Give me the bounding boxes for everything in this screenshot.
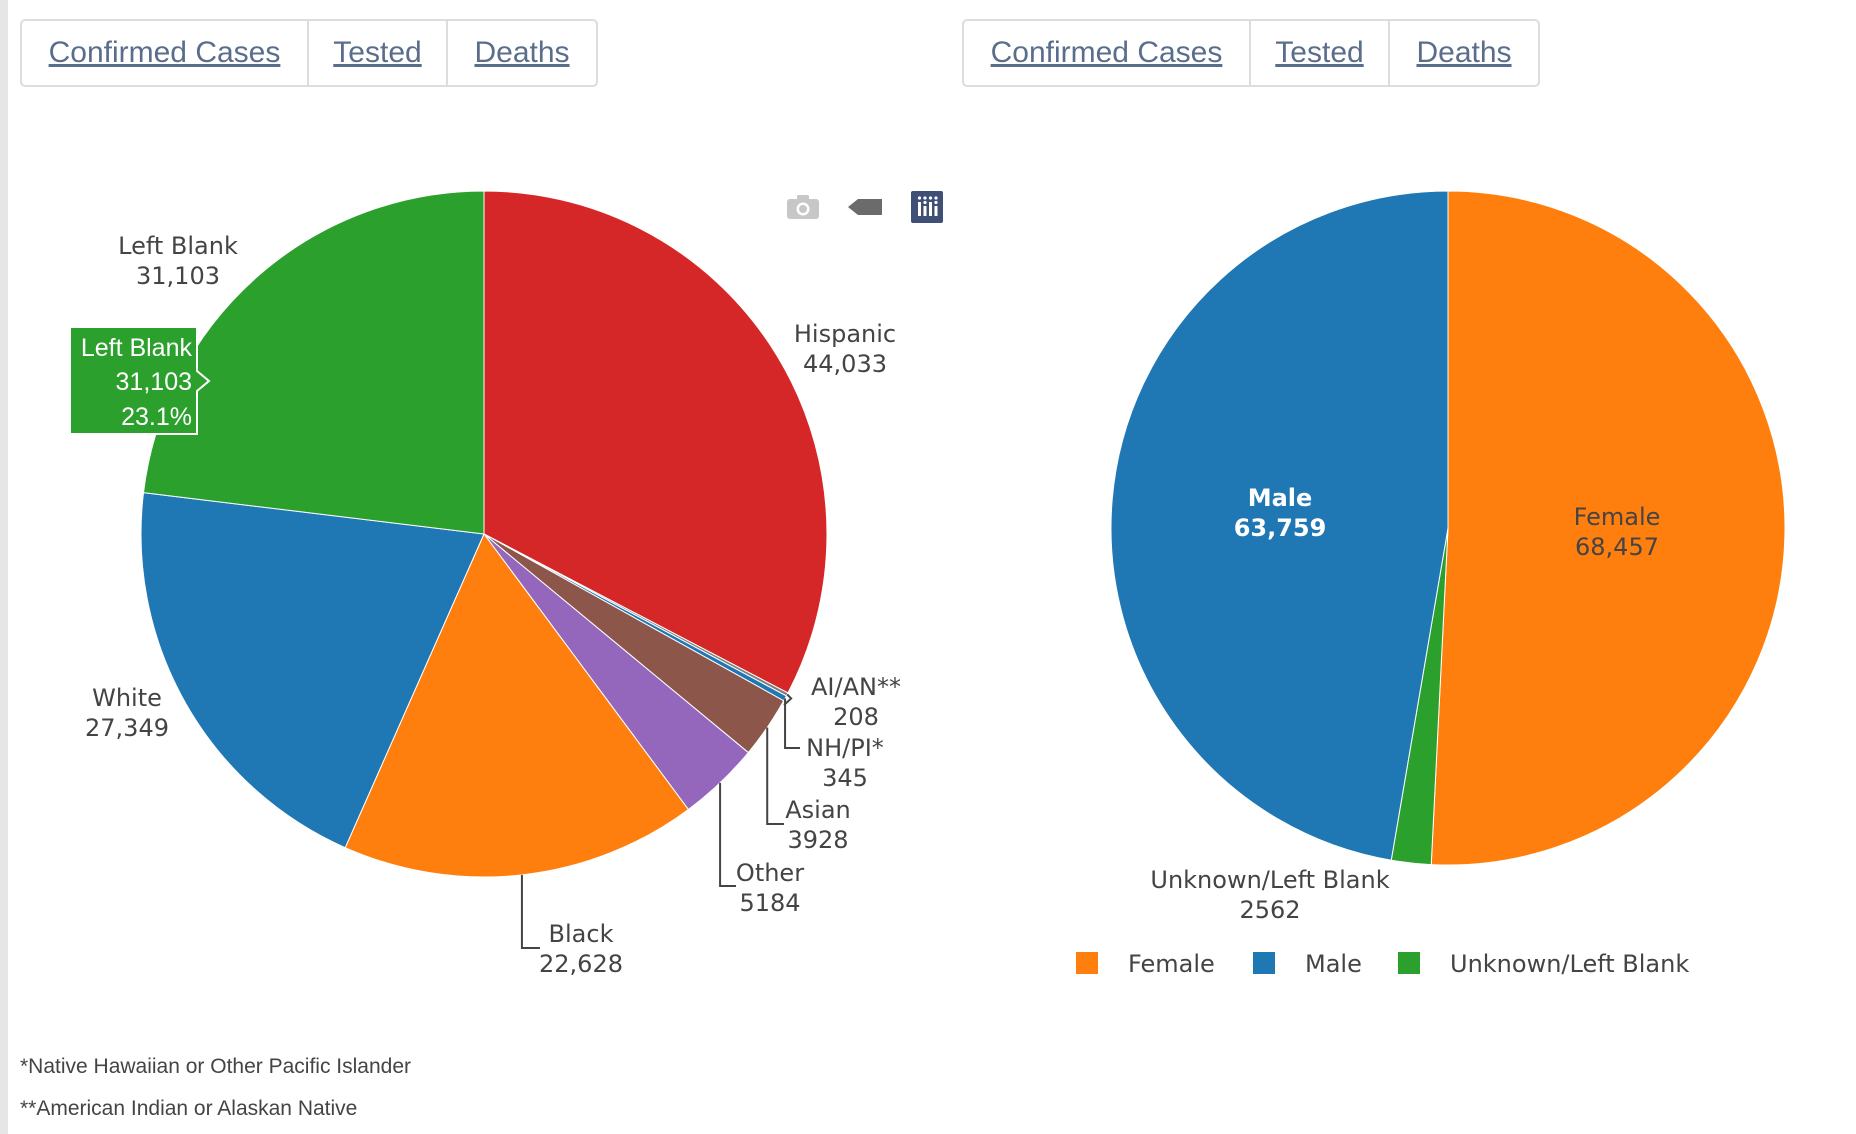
race-leader-other [719, 782, 736, 887]
hover-tooltip-text: Left Blank 31,103 23.1% [81, 334, 193, 431]
sex-label-unknown-left-blank: Unknown/Left Blank 2562 [1150, 866, 1389, 924]
race-label-asian: Asian 3928 [785, 796, 851, 854]
sex-pie [1110, 190, 1786, 866]
race-leader-black [520, 874, 540, 949]
tab-confirmed-cases-left[interactable]: Confirmed Cases [48, 36, 281, 69]
legend-label-female[interactable]: Female [1128, 950, 1215, 978]
race-label-black: Black 22,628 [539, 920, 623, 978]
legend-swatch-female[interactable] [1076, 952, 1098, 974]
tab-tested-left[interactable]: Tested [307, 21, 446, 85]
sex-pie-labels: Female 68,457 Unknown/Left Blank 2562 Male 63… [1150, 484, 1660, 924]
footnote-nhpi: *Native Hawaiian or Other Pacific Island… [20, 1055, 412, 1078]
race-label-hispanic: Hispanic 44,033 [794, 320, 896, 378]
sex-pie-legend: Female Male Unknown/Left Blank [1076, 950, 1689, 978]
tabs-right: Confirmed Cases Tested Deaths [962, 19, 1540, 87]
plotly-logo-icon[interactable] [908, 188, 946, 226]
race-pie [140, 190, 828, 878]
race-slice-white[interactable] [140, 492, 485, 849]
chart-modebar [784, 188, 946, 226]
tab-confirmed-cases-right[interactable]: Confirmed Cases [990, 36, 1223, 69]
hover-tooltip: Left Blank 31,103 23.1% [69, 326, 211, 435]
legend-swatch-male[interactable] [1253, 952, 1275, 974]
tag-icon[interactable] [846, 188, 884, 226]
race-label-ai-an: AI/AN** 208 [811, 673, 901, 731]
race-slice-black[interactable] [344, 533, 690, 878]
sex-slice-female[interactable] [1430, 190, 1786, 866]
tab-tested-right[interactable]: Tested [1249, 21, 1388, 85]
hover-tooltip-box [69, 326, 211, 435]
camera-icon[interactable] [784, 188, 822, 226]
sex-label-female: Female 68,457 [1574, 503, 1661, 561]
tabs-left: Confirmed Cases Tested Deaths [20, 19, 598, 87]
race-label-white: White 27,349 [85, 684, 169, 742]
legend-label-unknown-left-blank[interactable]: Unknown/Left Blank [1450, 950, 1689, 978]
legend-label-male[interactable]: Male [1305, 950, 1362, 978]
tab-deaths-right[interactable]: Deaths [1388, 21, 1538, 85]
page-left-edge [0, 0, 8, 1134]
footnote-aian: **American Indian or Alaskan Native [20, 1097, 358, 1120]
race-label-nh-pi: NH/PI* 345 [806, 734, 884, 792]
tab-deaths-left[interactable]: Deaths [446, 21, 596, 85]
race-leader-nh-pi [784, 698, 800, 749]
race-label-other: Other 5184 [736, 859, 804, 917]
sex-label-male: Male 63,759 [1234, 484, 1327, 542]
sex-slice-male[interactable] [1110, 190, 1449, 861]
race-leader-ai-an [783, 693, 793, 706]
race-slice-hispanic[interactable] [483, 190, 828, 694]
race-label-left-blank: Left Blank 31,103 [118, 232, 238, 290]
legend-swatch-unknown-left-blank[interactable] [1398, 952, 1420, 974]
race-leader-asian [766, 727, 784, 825]
